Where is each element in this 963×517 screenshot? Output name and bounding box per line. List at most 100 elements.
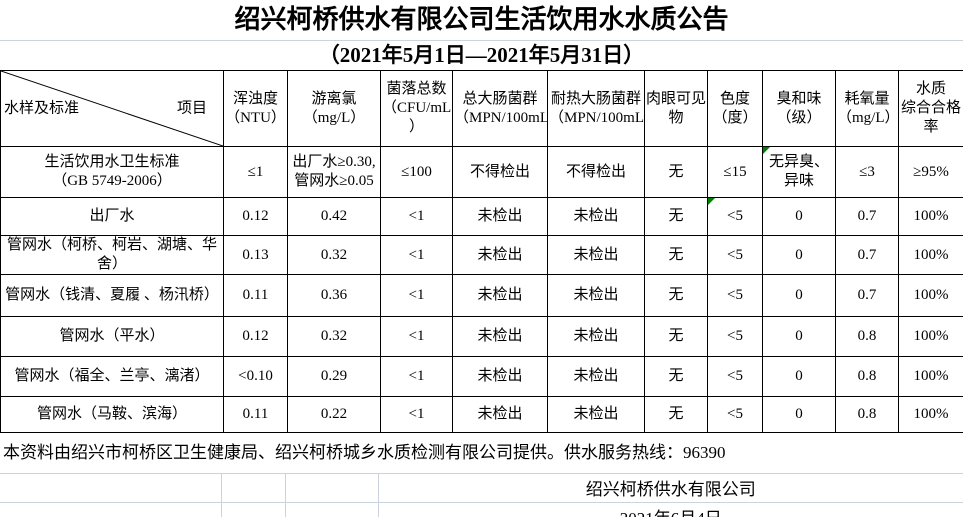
row-label: 管网水（柯桥、柯岩、湖塘、华舍） (0, 235, 224, 275)
col-header-free-chlorine: 游离氯 （mg/L） (287, 70, 381, 147)
corner-label-item: 项目 (176, 100, 207, 117)
cell: <5 (707, 316, 763, 357)
cell: <5 (707, 396, 763, 433)
cell: 无 (644, 396, 708, 433)
cell: <5 (707, 274, 763, 317)
cell: 无 (644, 146, 708, 198)
cell: 0.12 (223, 316, 288, 357)
col-header-visible-matter: 肉眼可见 物 (644, 70, 708, 147)
footer-grid: 绍兴柯桥供水有限公司 2021年6月4日 (0, 474, 963, 517)
cell: 未检出 (547, 316, 645, 357)
cell: 0 (762, 197, 836, 236)
cell: <0.10 (223, 356, 288, 397)
cell: ≤3 (835, 146, 899, 198)
cell: 0.7 (835, 197, 899, 236)
cell: 0.22 (287, 396, 381, 433)
cell: 0.12 (223, 197, 288, 236)
cell: 未检出 (547, 396, 645, 433)
cell: 100% (898, 197, 963, 236)
cell: 未检出 (547, 197, 645, 236)
cell: 0.8 (835, 356, 899, 397)
cell: 不得检出 (547, 146, 645, 198)
empty-cell (0, 474, 222, 502)
cell: 未检出 (452, 316, 548, 357)
cell: <1 (380, 235, 453, 275)
page-title: 绍兴柯桥供水有限公司生活饮用水水质公告 (0, 0, 963, 41)
col-header-turbidity: 浑浊度 （NTU） (223, 70, 288, 147)
cell: 未检出 (452, 356, 548, 397)
empty-cell (285, 501, 379, 517)
col-header-colony-count: 菌落总数 （CFU/mL ） (380, 70, 453, 147)
row-label: 管网水（钱清、夏履 、杨汛桥） (0, 274, 224, 317)
error-indicator-icon (763, 147, 770, 154)
cell: 0.32 (287, 316, 381, 357)
cell: 100% (898, 396, 963, 433)
footer-note: 本资料由绍兴市柯桥区卫生健康局、绍兴柯桥城乡水质检测有限公司提供。供水服务热线：… (0, 433, 963, 474)
cell: 0 (762, 396, 836, 433)
cell: 0.11 (223, 396, 288, 433)
cell: ≥95% (898, 146, 963, 198)
footer-company-row: 绍兴柯桥供水有限公司 (0, 474, 963, 502)
header-row: 项目 水样及标准 浑浊度 （NTU） 游离氯 （mg/L） 菌落总数 （CFU/… (0, 70, 963, 147)
col-header-pass-rate: 水质 综合合格 率 (898, 70, 963, 147)
footer-date-row: 2021年6月4日 (0, 501, 963, 517)
cell: <5 (707, 356, 763, 397)
corner-header-cell: 项目 水样及标准 (0, 70, 224, 147)
cell: 无 (644, 316, 708, 357)
cell: 0 (762, 274, 836, 317)
footer-date: 2021年6月4日 (378, 501, 963, 517)
cell: 出厂水≥0.30, 管网水≥0.05 (287, 146, 381, 198)
empty-cell (221, 501, 286, 517)
cell-odor-standard: 无异臭、 异味 (762, 146, 836, 198)
cell: 100% (898, 274, 963, 317)
cell: 0 (762, 235, 836, 275)
cell: 0 (762, 316, 836, 357)
col-header-oxygen-consumption: 耗氧量 （mg/L） (835, 70, 899, 147)
empty-cell (285, 474, 379, 502)
cell: ≤15 (707, 146, 763, 198)
cell: 未检出 (547, 356, 645, 397)
cell-chroma-factory: <5 (707, 197, 763, 236)
cell: 无 (644, 274, 708, 317)
table-row-pipe-pingshui: 管网水（平水） 0.12 0.32 <1 未检出 未检出 无 <5 0 0.8 … (0, 316, 963, 357)
page-subtitle: （2021年5月1日—2021年5月31日） (318, 43, 645, 67)
row-label: 管网水（福全、兰亭、漓渚） (0, 356, 224, 397)
cell: 0.29 (287, 356, 381, 397)
cell: 无 (644, 356, 708, 397)
table-row-pipe-fuquan: 管网水（福全、兰亭、漓渚） <0.10 0.29 <1 未检出 未检出 无 <5… (0, 356, 963, 397)
cell: 未检出 (547, 235, 645, 275)
table-row-pipe-qianqing: 管网水（钱清、夏履 、杨汛桥） 0.11 0.36 <1 未检出 未检出 无 <… (0, 274, 963, 317)
cell: 0.36 (287, 274, 381, 317)
cell: 0.32 (287, 235, 381, 275)
diagonal-line (1, 71, 223, 146)
row-label: 生活饮用水卫生标准 （GB 5749-2006） (0, 146, 224, 198)
cell: 0.13 (223, 235, 288, 275)
col-header-thermotolerant-coliform: 耐热大肠菌群 （MPN/100mL） (547, 70, 645, 147)
cell: 0.8 (835, 396, 899, 433)
cell: <1 (380, 316, 453, 357)
cell: 未检出 (452, 274, 548, 317)
footer-company: 绍兴柯桥供水有限公司 (585, 480, 756, 500)
cell: 未检出 (452, 235, 548, 275)
cell: ≤100 (380, 146, 453, 198)
table-row-pipe-maan: 管网水（马鞍、滨海） 0.11 0.22 <1 未检出 未检出 无 <5 0 0… (0, 396, 963, 433)
col-header-odor: 臭和味 （级） (762, 70, 836, 147)
col-header-chroma: 色度 （度） (707, 70, 763, 147)
cell: <1 (380, 197, 453, 236)
cell: 不得检出 (452, 146, 548, 198)
error-indicator-icon (708, 198, 715, 205)
cell: <5 (707, 235, 763, 275)
cell: 100% (898, 356, 963, 397)
row-label: 出厂水 (0, 197, 224, 236)
cell: 未检出 (547, 274, 645, 317)
cell: <1 (380, 356, 453, 397)
empty-cell (221, 474, 286, 502)
cell: 无 (644, 235, 708, 275)
empty-cell (0, 501, 222, 517)
cell: 0.7 (835, 274, 899, 317)
row-label: 管网水（平水） (0, 316, 224, 357)
cell: 无 (644, 197, 708, 236)
cell: 0 (762, 356, 836, 397)
cell: 0.8 (835, 316, 899, 357)
col-header-total-coliform: 总大肠菌群 （MPN/100mL） (452, 70, 548, 147)
